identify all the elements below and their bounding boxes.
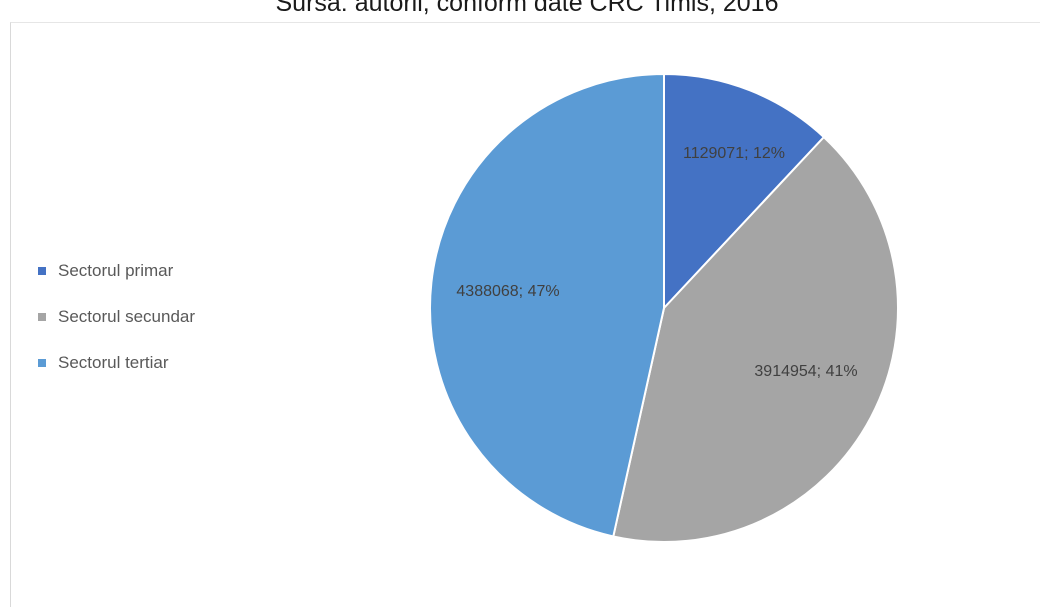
pie-slice-1 (663, 72, 826, 311)
legend-swatch-secundar (38, 313, 46, 321)
legend-swatch-tertiar (38, 359, 46, 367)
chart-legend: Sectorul primar Sectorul secundar Sector… (38, 248, 195, 386)
legend-item-secundar: Sectorul secundar (38, 294, 195, 340)
pie-slice-3 (429, 72, 665, 538)
slice-data-label-1: 1129071; 12% (683, 145, 785, 162)
slice-data-label-3: 4388068; 47% (456, 283, 559, 300)
legend-item-tertiar: Sectorul tertiar (38, 340, 195, 386)
legend-label-secundar: Sectorul secundar (58, 307, 196, 326)
legend-label-tertiar: Sectorul tertiar (58, 353, 169, 372)
chart-frame (10, 22, 1040, 607)
legend-swatch-primar (38, 267, 46, 275)
legend-label-primar: Sectorul primar (58, 261, 174, 280)
slice-data-label-2: 3914954; 41% (754, 363, 857, 380)
pie-slice-2 (612, 135, 899, 543)
legend-item-primar: Sectorul primar (38, 248, 195, 294)
chart-caption: Sursa: autorii, conform date CRC Timis, … (275, 0, 779, 17)
